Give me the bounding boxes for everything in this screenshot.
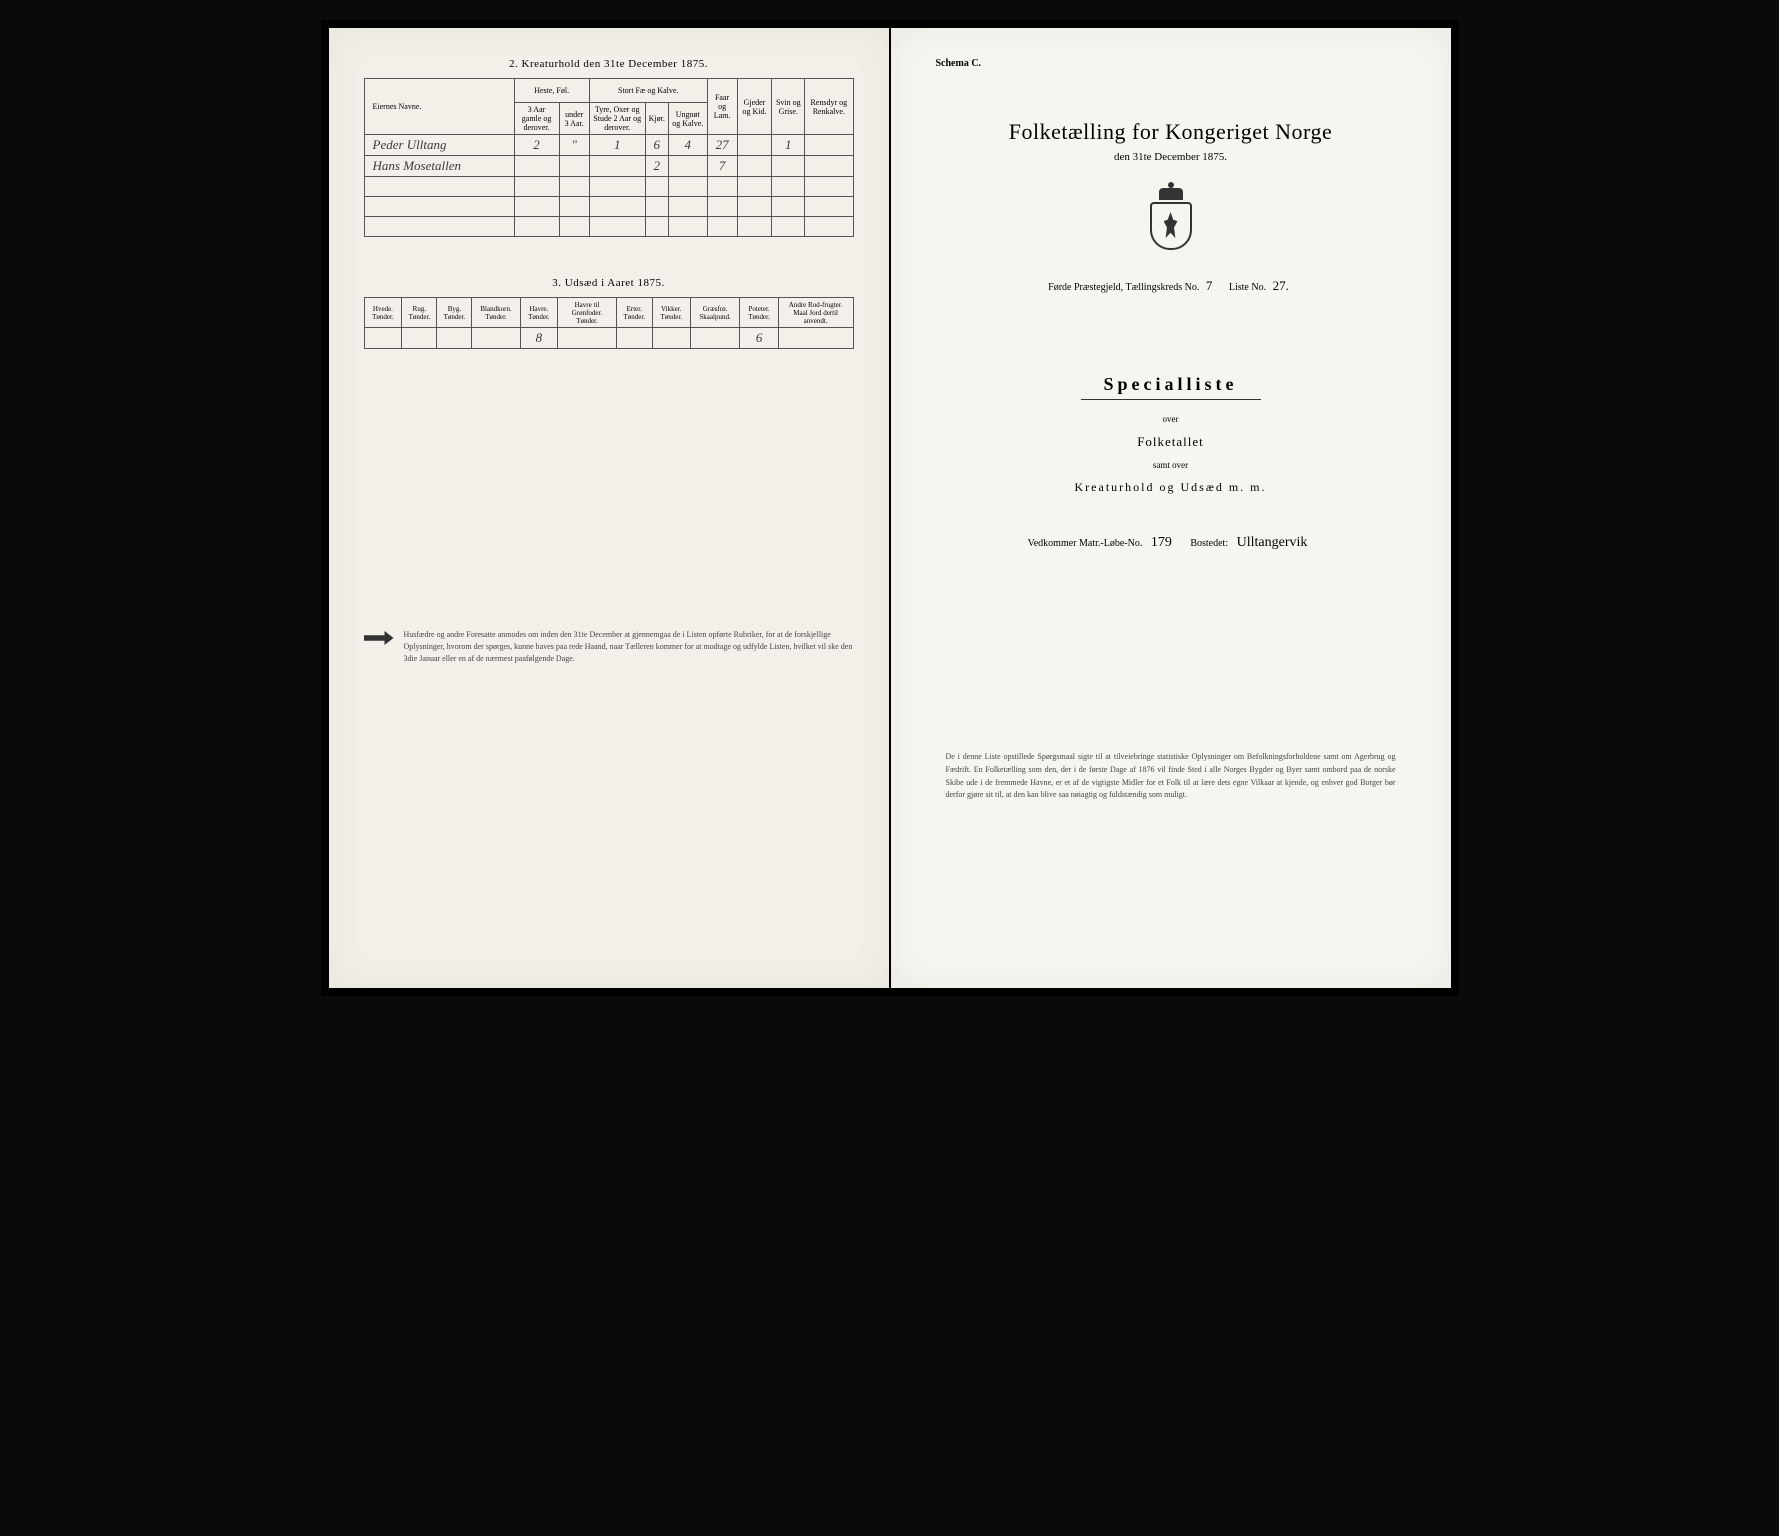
title-underline (1081, 399, 1261, 400)
samtover-label: samt over (926, 460, 1416, 470)
section3-title: 3. Udsæd i Aaret 1875. (364, 277, 854, 289)
col-rug: Rug. Tønder. (402, 298, 437, 328)
col-rod: Andre Rod-frugter. Maal Jord dertil anve… (778, 298, 853, 328)
meta-prefix: Førde Præstegjeld, Tællingskreds No. (1048, 282, 1199, 293)
kreat-line: Kreaturhold og Udsæd m. m. (926, 480, 1416, 495)
col-g2c: Ungnøt og Kalve. (668, 103, 707, 135)
vedkom-label2: Bostedet: (1190, 538, 1228, 549)
left-page: 2. Kreaturhold den 31te December 1875. E… (329, 28, 889, 988)
table-row (364, 217, 853, 237)
table-row: 8 6 (364, 328, 853, 349)
col-g2b: Kjør. (645, 103, 668, 135)
subtitle: den 31te December 1875. (926, 151, 1416, 163)
col-name: Eiernes Navne. (364, 79, 514, 135)
col-poteter: Poteter. Tønder. (740, 298, 778, 328)
right-footnote: De i denne Liste opstillede Spørgsmaal s… (926, 751, 1416, 802)
table-row (364, 177, 853, 197)
left-footnote: Husfædre og andre Foresatte anmodes om i… (364, 629, 854, 665)
col-vikker: Vikker. Tønder. (652, 298, 690, 328)
col-gjed: Gjeder og Kid. (737, 79, 772, 135)
col-byg: Byg. Tønder. (437, 298, 472, 328)
table-row: Hans Mosetallen 2 7 (364, 156, 853, 177)
col-erter: Erter. Tønder. (616, 298, 652, 328)
col-g1b: under 3 Aar. (559, 103, 589, 135)
liste-no: 27. (1273, 278, 1289, 293)
col-havre: Havre. Tønder. (520, 298, 557, 328)
kreds-no: 7 (1206, 278, 1213, 293)
matr-no: 179 (1151, 535, 1172, 550)
col-heste: Heste, Føl. (514, 79, 589, 103)
vedkom-label1: Vedkommer Matr.-Løbe-No. (1028, 538, 1143, 549)
col-rens: Rensdyr og Renkalve. (805, 79, 853, 135)
document-spread: 2. Kreaturhold den 31te December 1875. E… (321, 20, 1459, 996)
right-page: Schema C. Folketælling for Kongeriget No… (891, 28, 1451, 988)
section2-title: 2. Kreaturhold den 31te December 1875. (364, 58, 854, 70)
col-havregr: Havre til Grønfoder. Tønder. (558, 298, 617, 328)
vedkom-line: Vedkommer Matr.-Løbe-No. 179 Bostedet: U… (926, 535, 1416, 551)
folketallet-label: Folketallet (926, 434, 1416, 450)
col-graes: Græsfrø. Skaalpund. (690, 298, 740, 328)
col-bland: Blandkorn. Tønder. (472, 298, 520, 328)
col-svin: Svin og Grise. (772, 79, 805, 135)
udsaed-table: Hvede. Tønder. Rug. Tønder. Byg. Tønder.… (364, 297, 854, 349)
special-title: Specialliste (926, 374, 1416, 395)
meta-line: Førde Præstegjeld, Tællingskreds No. 7 L… (926, 278, 1416, 294)
table1-body: Peder Ulltang 2 " 1 6 4 27 1 Hans Moseta… (364, 135, 853, 237)
col-g2a: Tyre, Oxer og Stude 2 Aar og derover. (589, 103, 645, 135)
table-row (364, 197, 853, 217)
col-hvede: Hvede. Tønder. (364, 298, 402, 328)
col-g1a: 3 Aar gamle og derover. (514, 103, 559, 135)
kreaturhold-table: Eiernes Navne. Heste, Føl. Stort Fæ og K… (364, 78, 854, 237)
main-title: Folketælling for Kongeriget Norge (926, 119, 1416, 145)
liste-label: Liste No. (1229, 282, 1266, 293)
col-fae: Stort Fæ og Kalve. (589, 79, 707, 103)
over-label: over (926, 414, 1416, 424)
col-faar: Faar og Lam. (707, 79, 737, 135)
pointer-icon (364, 631, 394, 645)
schema-label: Schema C. (936, 58, 1416, 69)
coat-of-arms-icon (1146, 188, 1196, 253)
footnote-text: Husfædre og andre Foresatte anmodes om i… (404, 629, 854, 665)
bosted-name: Ulltangervik (1237, 535, 1308, 550)
table-row: Peder Ulltang 2 " 1 6 4 27 1 (364, 135, 853, 156)
